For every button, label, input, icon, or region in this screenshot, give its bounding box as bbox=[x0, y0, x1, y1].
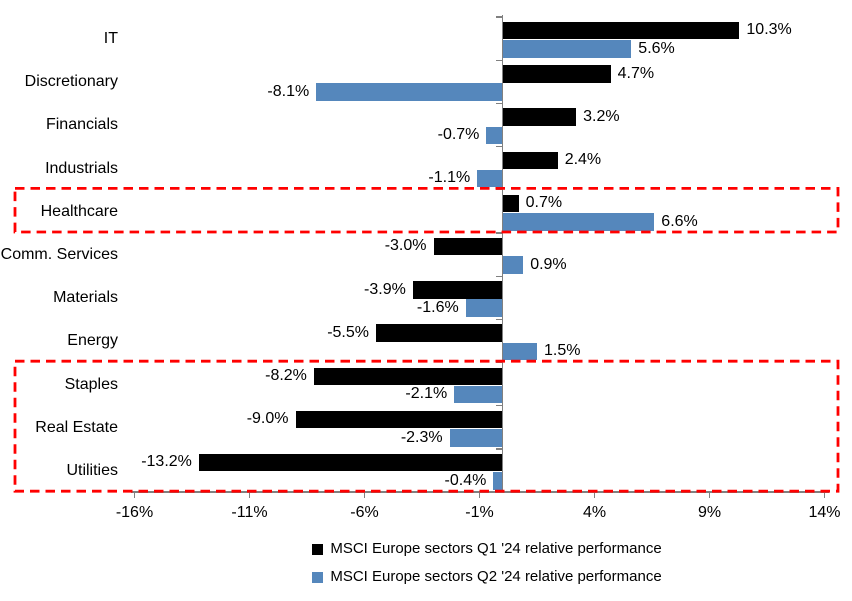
bar-q2-it bbox=[502, 40, 632, 58]
bar-value-label: -2.1% bbox=[405, 385, 448, 403]
bar-value-label: -13.2% bbox=[141, 453, 192, 471]
bar-value-label: 4.7% bbox=[617, 64, 655, 82]
category-label-energy: Energy bbox=[67, 332, 118, 350]
legend: MSCI Europe sectors Q1 '24 relative perf… bbox=[121, 540, 852, 585]
bar-value-label: 0.9% bbox=[530, 255, 567, 273]
bar-q1-industrials bbox=[502, 151, 558, 169]
value-axis-tick-label: -16% bbox=[115, 504, 154, 522]
value-axis-tick bbox=[593, 492, 596, 498]
bar-q1-utilities bbox=[198, 453, 503, 472]
category-label-utilities: Utilities bbox=[66, 462, 118, 479]
bar-q2-comm-services bbox=[502, 256, 524, 274]
legend-swatch-icon bbox=[312, 571, 324, 583]
bar-value-label: 0.7% bbox=[525, 194, 563, 212]
bar-q2-industrials bbox=[477, 169, 503, 188]
value-axis-tick-label: -6% bbox=[350, 504, 379, 522]
bar-value-label: -0.7% bbox=[437, 126, 480, 144]
bar-q1-materials bbox=[412, 281, 503, 299]
category-axis-tick bbox=[495, 232, 503, 234]
bar-value-label: -0.4% bbox=[444, 471, 487, 489]
value-axis-tick bbox=[823, 492, 826, 498]
category-label-real-estate: Real Estate bbox=[35, 418, 118, 436]
bar-value-label: -5.5% bbox=[327, 323, 369, 341]
category-axis-tick bbox=[495, 146, 503, 148]
category-axis-tick bbox=[495, 16, 503, 18]
category-axis-tick bbox=[495, 318, 503, 321]
value-axis-tick bbox=[248, 492, 251, 498]
bar-q2-materials bbox=[465, 299, 503, 317]
legend-swatch-icon bbox=[312, 543, 324, 555]
bar-q2-discretionary bbox=[316, 83, 503, 101]
bar-value-label: -9.0% bbox=[246, 410, 289, 428]
value-axis-tick-label: -11% bbox=[231, 504, 268, 522]
bar-q1-it bbox=[502, 21, 740, 40]
value-axis-tick-label: 14% bbox=[808, 504, 841, 522]
bar-value-label: 2.4% bbox=[564, 151, 602, 168]
bar-q2-staples bbox=[454, 385, 503, 404]
bar-q1-comm-services bbox=[433, 237, 503, 256]
legend-entry-label: MSCI Europe sectors Q2 '24 relative perf… bbox=[330, 568, 662, 585]
legend-entry-label: MSCI Europe sectors Q1 '24 relative perf… bbox=[330, 540, 662, 557]
value-axis-tick-label: 4% bbox=[582, 504, 607, 522]
category-axis-tick bbox=[495, 189, 503, 191]
category-label-industrials: Industrials bbox=[45, 159, 118, 177]
category-axis-tick bbox=[495, 448, 503, 450]
bar-q2-financials bbox=[486, 126, 503, 145]
bar-value-label: -8.2% bbox=[265, 367, 307, 384]
category-axis-line bbox=[501, 15, 504, 493]
value-axis-tick bbox=[363, 492, 366, 498]
bar-value-label: -3.9% bbox=[364, 280, 406, 298]
bar-value-label: 1.5% bbox=[544, 342, 581, 360]
bar-q1-healthcare bbox=[502, 194, 519, 213]
category-label-financials: Financials bbox=[45, 116, 118, 134]
category-axis-tick bbox=[495, 102, 503, 105]
bar-q1-real-estate bbox=[295, 410, 503, 429]
category-label-discretionary: Discretionary bbox=[24, 73, 118, 91]
bar-q1-financials bbox=[502, 108, 577, 126]
category-axis-tick bbox=[495, 405, 503, 407]
category-label-comm-services: Comm. Services bbox=[0, 246, 118, 263]
bar-q1-staples bbox=[313, 367, 503, 385]
bar-value-label: -1.1% bbox=[428, 169, 471, 187]
bar-value-label: -3.0% bbox=[384, 237, 427, 255]
bar-value-label: -1.6% bbox=[416, 298, 459, 316]
bar-value-label: 6.6% bbox=[661, 212, 698, 230]
bar-q1-discretionary bbox=[502, 65, 611, 83]
category-label-staples: Staples bbox=[64, 375, 118, 393]
value-axis-tick-label: -1% bbox=[465, 504, 494, 522]
category-axis-tick bbox=[495, 362, 503, 364]
bar-value-label: 3.2% bbox=[583, 107, 620, 125]
category-label-it: IT bbox=[103, 30, 118, 47]
category-axis-tick bbox=[495, 275, 503, 277]
bar-q2-real-estate bbox=[449, 429, 503, 447]
category-label-materials: Materials bbox=[53, 289, 118, 307]
bar-q2-healthcare bbox=[502, 213, 655, 231]
value-axis-tick bbox=[133, 492, 136, 498]
category-axis-tick bbox=[495, 59, 503, 61]
bar-q2-energy bbox=[502, 342, 537, 361]
category-axis-tick bbox=[495, 491, 503, 493]
bar-value-label: -2.3% bbox=[400, 428, 443, 446]
bar-value-label: 5.6% bbox=[638, 39, 675, 57]
value-axis-tick bbox=[478, 492, 481, 498]
category-label-healthcare: Healthcare bbox=[40, 202, 118, 220]
bar-value-label: 10.3% bbox=[746, 21, 792, 39]
legend-entry-q2: MSCI Europe sectors Q2 '24 relative perf… bbox=[312, 568, 662, 585]
value-axis-tick-label: 9% bbox=[697, 504, 722, 522]
legend-entry-q1: MSCI Europe sectors Q1 '24 relative perf… bbox=[312, 540, 662, 557]
bar-value-label: -8.1% bbox=[267, 82, 310, 100]
bar-q1-energy bbox=[376, 324, 503, 342]
value-axis-tick bbox=[708, 492, 711, 498]
